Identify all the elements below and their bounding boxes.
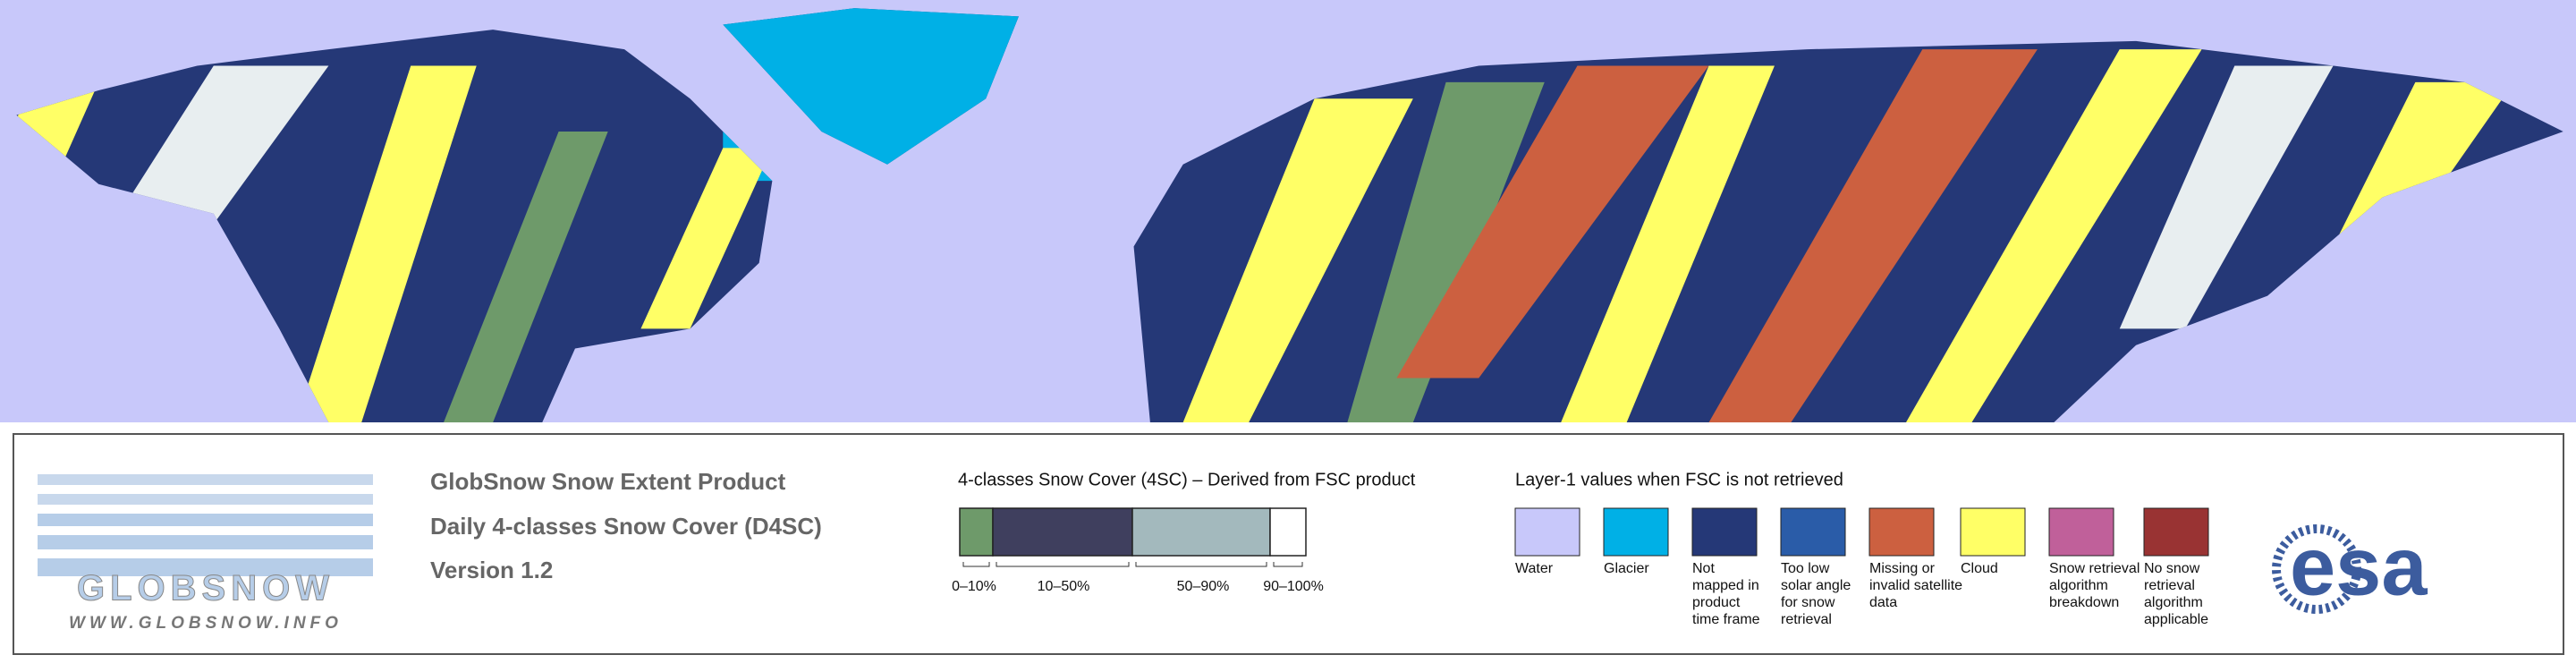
layer1-label: for snow [1781,595,1835,610]
snow-class-swatch [992,507,1133,557]
layer1-swatch [1691,507,1758,557]
layer1-label: applicable [2144,612,2208,627]
land [16,8,2563,423]
layer1-label: Missing or [1869,561,1936,576]
layer1-label: Water [1515,561,1554,576]
layer1-label: time frame [1692,612,1760,627]
snow-class-swatch [959,507,994,557]
esa-logo-text: esa [2290,521,2428,612]
snow-class-label: 0–10% [952,579,996,594]
layer1-label: product [1692,595,1741,610]
layer1-label: algorithm [2144,595,2203,610]
layer1-label: Not [1692,561,1715,576]
layer1-label: solar angle [1781,578,1851,593]
layer1-label: invalid satellite [1869,578,1962,593]
layer1-label: algorithm [2049,578,2108,593]
product-subtitle: Daily 4-classes Snow Cover (D4SC) [430,513,822,540]
product-title: GlobSnow Snow Extent Product [430,468,786,495]
layer1-swatch [1780,507,1846,557]
snow-class-swatch [1131,507,1271,557]
layer1-label: No snow [2144,561,2200,576]
logo-name: GLOBSNOW [77,569,335,608]
snow-class-swatch [1269,507,1307,557]
globsnow-logo: GLOBSNOW WWW.GLOBSNOW.INFO [38,474,373,633]
class-bracket [962,562,990,567]
layer1-label: Glacier [1604,561,1649,576]
snow-class-label: 10–50% [1038,579,1090,594]
class-bracket [1135,562,1267,567]
layer1-swatch [1603,507,1669,557]
layer1-swatch [1960,507,2026,557]
layer1-label: data [1869,595,1897,610]
logo-url: WWW.GLOBSNOW.INFO [69,614,343,633]
class-bracket [1273,562,1303,567]
layer1-swatch [1514,507,1580,557]
product-version: Version 1.2 [430,557,553,583]
layer1-swatch [1868,507,1935,557]
layer1-label: Too low [1781,561,1830,576]
layer1-label: mapped in [1692,578,1759,593]
snow-class-label: 50–90% [1177,579,1230,594]
layer1-label: breakdown [2049,595,2119,610]
layer1-legend-title: Layer-1 values when FSC is not retrieved [1515,470,1843,489]
esa-logo: esa [2272,521,2428,614]
layer1-label: Snow retrieval [2049,561,2140,576]
class-bracket [996,562,1130,567]
layer1-swatch [2048,507,2114,557]
layer1-label: Cloud [1961,561,1998,576]
layer1-label: retrieval [2144,578,2195,593]
snow-class-label: 90–100% [1263,579,1324,594]
snow-cover-legend-title: 4-classes Snow Cover (4SC) – Derived fro… [958,470,1416,489]
layer1-swatch [2143,507,2209,557]
layer1-label: retrieval [1781,612,1832,627]
